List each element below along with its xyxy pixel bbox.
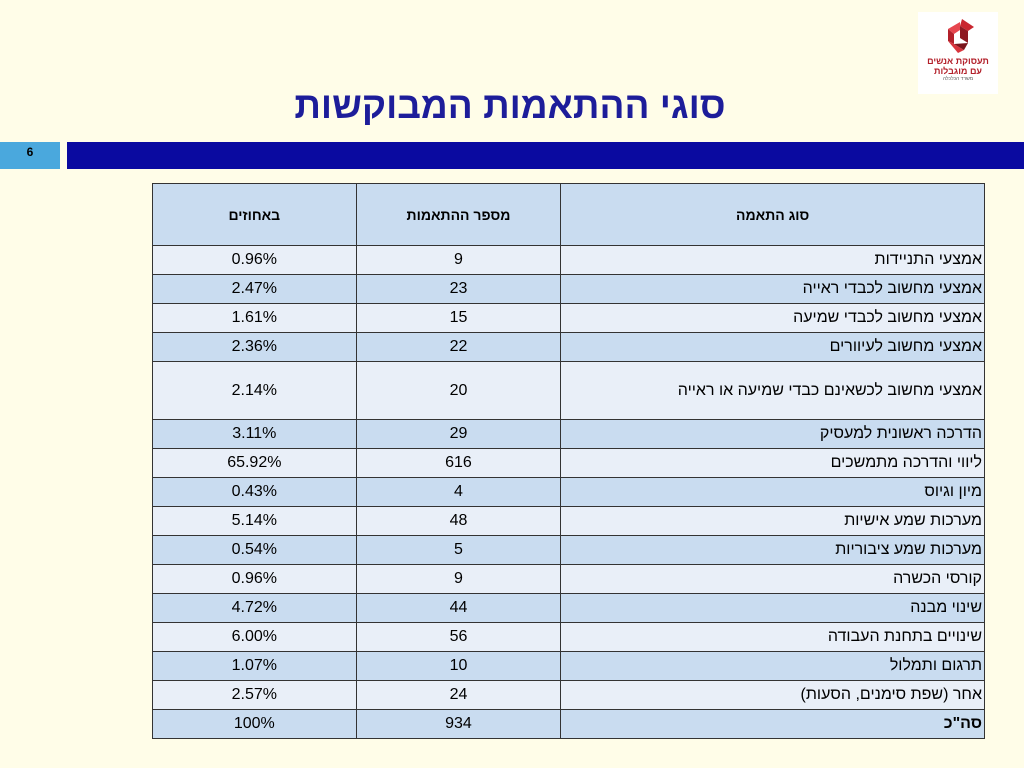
cell-percent: 65.92% <box>152 448 357 478</box>
header-percent: באחוזים <box>152 183 357 246</box>
cell-percent: 3.11% <box>152 419 357 449</box>
adjustments-table: סוג התאמה מספר ההתאמות באחוזים אמצעי התנ… <box>152 183 985 739</box>
slide-number: 6 <box>26 145 34 159</box>
cell-count: 9 <box>355 245 562 275</box>
table-row: שינוי מבנה 44 4.72% <box>152 593 985 623</box>
table-row: הדרכה ראשונית למעסיק 29 3.11% <box>152 419 985 449</box>
cell-percent: 1.61% <box>152 303 357 333</box>
cell-type: אמצעי מחשוב לעיוורים <box>560 332 985 362</box>
cell-type: קורסי הכשרה <box>560 564 985 594</box>
cell-count: 20 <box>355 361 562 420</box>
cell-count: 29 <box>355 419 562 449</box>
cell-percent: 0.96% <box>152 564 357 594</box>
cell-count: 4 <box>355 477 562 507</box>
cell-type: שינויים בתחנת העבודה <box>560 622 985 652</box>
cell-percent: 0.96% <box>152 245 357 275</box>
logo-text-line1: תעסוקת אנשים <box>927 56 989 66</box>
cell-count: 44 <box>355 593 562 623</box>
cell-type: אמצעי התניידות <box>560 245 985 275</box>
slide-number-box: 6 <box>0 142 60 169</box>
table-row: אחר (שפת סימנים, הסעות) 24 2.57% <box>152 680 985 710</box>
logo-mark-icon <box>948 19 974 53</box>
logo-text-line3: משרד הכלכלה <box>942 76 974 82</box>
cell-percent: 5.14% <box>152 506 357 536</box>
table-row: אמצעי מחשוב לעיוורים 22 2.36% <box>152 332 985 362</box>
cell-type: אמצעי מחשוב לכשאינם כבדי שמיעה או ראייה <box>560 361 985 420</box>
cell-count: 56 <box>355 622 562 652</box>
cell-count: 24 <box>355 680 562 710</box>
cell-percent: 2.47% <box>152 274 357 304</box>
cell-type: אמצעי מחשוב לכבדי שמיעה <box>560 303 985 333</box>
cell-percent: 0.43% <box>152 477 357 507</box>
cell-percent: 2.14% <box>152 361 357 420</box>
table-row: שינויים בתחנת העבודה 56 6.00% <box>152 622 985 652</box>
table-row: מערכות שמע ציבוריות 5 0.54% <box>152 535 985 565</box>
slide-title: סוגי ההתאמות המבוקשות <box>294 85 726 126</box>
cell-percent: 2.57% <box>152 680 357 710</box>
total-label: סה"כ <box>560 709 985 739</box>
table-row: אמצעי מחשוב לכבדי שמיעה 15 1.61% <box>152 303 985 333</box>
cell-count: 616 <box>355 448 562 478</box>
table-row: אמצעי מחשוב לכבדי ראייה 23 2.47% <box>152 274 985 304</box>
cell-type: תרגום ותמלול <box>560 651 985 681</box>
cell-type: אמצעי מחשוב לכבדי ראייה <box>560 274 985 304</box>
header-count: מספר ההתאמות <box>355 183 562 246</box>
cell-type: מערכות שמע ציבוריות <box>560 535 985 565</box>
cell-count: 48 <box>355 506 562 536</box>
total-percent: 100% <box>152 709 357 739</box>
cell-type: אחר (שפת סימנים, הסעות) <box>560 680 985 710</box>
table-row: מיון וגיוס 4 0.43% <box>152 477 985 507</box>
cell-count: 5 <box>355 535 562 565</box>
cell-percent: 1.07% <box>152 651 357 681</box>
logo-text-line2: עם מוגבלות <box>933 66 982 76</box>
header-type: סוג התאמה <box>560 183 985 246</box>
cell-count: 9 <box>355 564 562 594</box>
table-row: אמצעי מחשוב לכשאינם כבדי שמיעה או ראייה 2… <box>152 361 985 420</box>
table-body: אמצעי התניידות 9 0.96% אמצעי מחשוב לכבדי רא… <box>152 245 985 739</box>
logo: תעסוקת אנשים עם מוגבלות משרד הכלכלה <box>918 12 998 94</box>
cell-percent: 6.00% <box>152 622 357 652</box>
table-row: תרגום ותמלול 10 1.07% <box>152 651 985 681</box>
total-count: 934 <box>355 709 562 739</box>
table-header-row: סוג התאמה מספר ההתאמות באחוזים <box>152 183 985 246</box>
total-row: סה"כ 934 100% <box>152 709 985 739</box>
header-bar <box>67 142 1024 169</box>
cell-count: 10 <box>355 651 562 681</box>
cell-type: מערכות שמע אישיות <box>560 506 985 536</box>
table-row: קורסי הכשרה 9 0.96% <box>152 564 985 594</box>
cell-count: 22 <box>355 332 562 362</box>
table-row: ליווי והדרכה מתמשכים 616 65.92% <box>152 448 985 478</box>
cell-count: 15 <box>355 303 562 333</box>
cell-type: ליווי והדרכה מתמשכים <box>560 448 985 478</box>
cell-type: מיון וגיוס <box>560 477 985 507</box>
cell-type: הדרכה ראשונית למעסיק <box>560 419 985 449</box>
cell-count: 23 <box>355 274 562 304</box>
cell-type: שינוי מבנה <box>560 593 985 623</box>
cell-percent: 2.36% <box>152 332 357 362</box>
table-row: מערכות שמע אישיות 48 5.14% <box>152 506 985 536</box>
table-row: אמצעי התניידות 9 0.96% <box>152 245 985 275</box>
cell-percent: 0.54% <box>152 535 357 565</box>
cell-percent: 4.72% <box>152 593 357 623</box>
